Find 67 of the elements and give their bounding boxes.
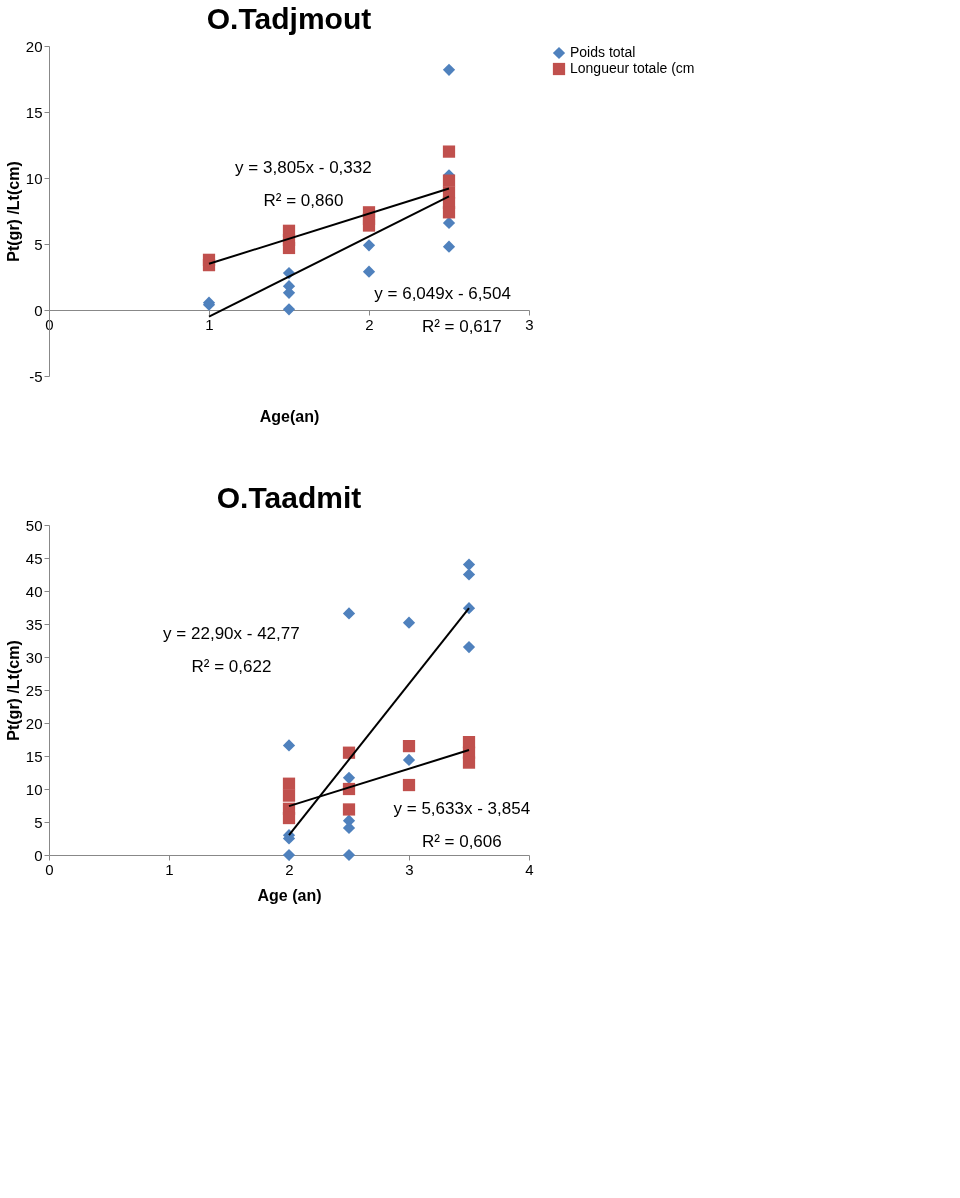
point bbox=[282, 848, 296, 862]
y-tick-label: 5 bbox=[34, 813, 43, 831]
y-tick-label: 5 bbox=[34, 235, 43, 253]
x-tick-label: 2 bbox=[365, 315, 374, 333]
point bbox=[282, 789, 296, 802]
y-tick-label: 15 bbox=[25, 747, 43, 765]
x-tick-label: 1 bbox=[205, 315, 214, 333]
point bbox=[282, 739, 296, 752]
y-tick-label: 0 bbox=[34, 846, 43, 864]
annotation: R² = 0,622 bbox=[191, 656, 272, 676]
y-tick-label: 40 bbox=[25, 582, 43, 600]
y-tick-label: 0 bbox=[34, 301, 43, 319]
point bbox=[282, 303, 296, 316]
point bbox=[342, 803, 356, 816]
legend-label: Poids total bbox=[570, 44, 636, 60]
x-axis-title: Age(an) bbox=[259, 407, 320, 425]
y-tick-label: 35 bbox=[25, 615, 43, 633]
y-tick-label: 45 bbox=[25, 549, 43, 567]
point bbox=[442, 216, 456, 229]
x-axis-title: Age (an) bbox=[257, 886, 322, 904]
point bbox=[462, 568, 476, 581]
point bbox=[362, 265, 376, 278]
point bbox=[402, 616, 416, 629]
legend-label: Longueur totale (cm bbox=[570, 60, 695, 76]
point bbox=[402, 739, 416, 753]
x-tick-label: 4 bbox=[525, 860, 534, 878]
x-tick-label: 0 bbox=[45, 860, 54, 878]
y-tick-label: 25 bbox=[25, 681, 43, 699]
annotation: y = 22,90x - 42,77 bbox=[163, 623, 300, 643]
point bbox=[282, 811, 296, 825]
x-tick-label: 3 bbox=[525, 315, 534, 333]
annotation: y = 3,805x - 0,332 bbox=[235, 158, 372, 178]
y-tick-label: 20 bbox=[25, 714, 43, 732]
x-tick-label: 2 bbox=[285, 860, 294, 878]
point bbox=[442, 206, 456, 219]
x-tick-label: 1 bbox=[165, 860, 174, 878]
point bbox=[402, 778, 416, 792]
y-axis-title: Pt(gr) /Lt(cm) bbox=[4, 161, 22, 262]
point bbox=[362, 239, 376, 252]
y-axis-title: Pt(gr) /Lt(cm) bbox=[4, 640, 22, 741]
point bbox=[342, 607, 356, 620]
point bbox=[282, 241, 296, 255]
annotation: R² = 0,606 bbox=[421, 831, 502, 851]
point bbox=[442, 145, 456, 158]
point bbox=[442, 63, 456, 76]
y-tick-label: 10 bbox=[25, 780, 43, 798]
x-tick-label: 3 bbox=[405, 860, 414, 878]
annotation: R² = 0,860 bbox=[263, 191, 344, 211]
annotation: R² = 0,617 bbox=[421, 316, 502, 336]
y-tick-label: 15 bbox=[25, 103, 43, 121]
y-tick-label: 50 bbox=[25, 516, 43, 534]
point bbox=[402, 753, 416, 767]
point bbox=[462, 756, 476, 769]
point bbox=[342, 848, 356, 862]
chart-title: O.Taadmit bbox=[216, 481, 362, 514]
chart-title: O.Tadjmout bbox=[206, 2, 372, 35]
point bbox=[362, 219, 376, 232]
point bbox=[462, 640, 476, 654]
y-tick-label: 30 bbox=[25, 648, 43, 666]
annotation: y = 5,633x - 3,854 bbox=[393, 798, 531, 818]
y-tick-label: 20 bbox=[25, 37, 43, 55]
y-tick-label: -5 bbox=[29, 367, 43, 385]
point bbox=[342, 771, 356, 784]
annotation: y = 6,049x - 6,504 bbox=[374, 283, 511, 303]
y-tick-label: 10 bbox=[25, 169, 43, 187]
point bbox=[442, 240, 456, 253]
point bbox=[462, 558, 476, 571]
